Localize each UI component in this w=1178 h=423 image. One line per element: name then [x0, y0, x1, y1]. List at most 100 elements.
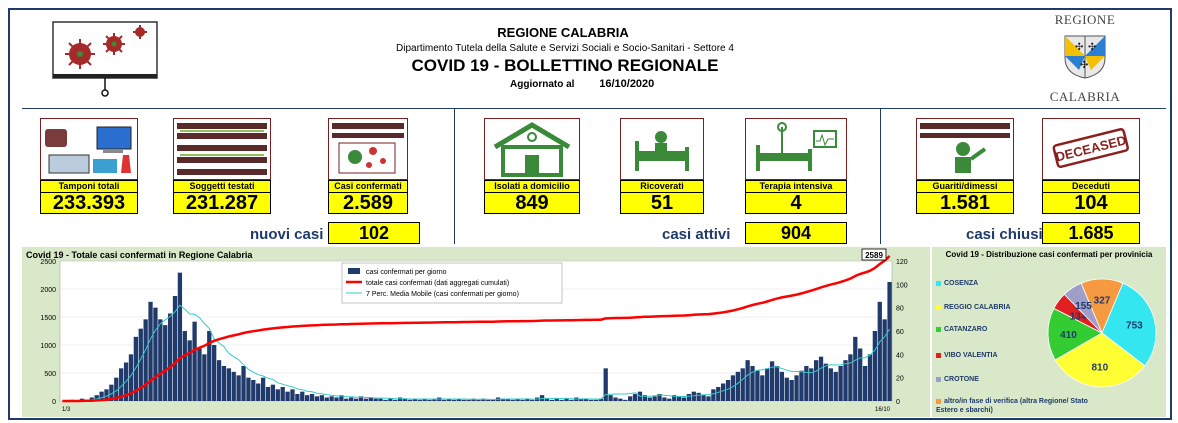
daily-bar [559, 399, 564, 401]
daily-bar [172, 296, 178, 401]
daily-bar [197, 348, 202, 401]
daily-bar [260, 377, 266, 401]
nuovi-casi-label: nuovi casi [250, 226, 324, 243]
pie-legend-item: REGGIO CALABRIA [936, 303, 1046, 312]
daily-bar [510, 399, 515, 401]
pie-slice [1047, 307, 1103, 361]
daily-bar [94, 395, 99, 401]
daily-bar [691, 391, 696, 401]
pie-legend-label: REGGIO CALABRIA [944, 304, 1011, 311]
daily-bar [525, 398, 530, 401]
tamponi-image [40, 118, 138, 180]
y2-tick-label: 100 [896, 282, 908, 289]
daily-bar [471, 398, 476, 401]
pie-legend-swatch [936, 280, 941, 286]
y-tick-label: 2500 [40, 259, 56, 266]
daily-bar [828, 368, 833, 401]
daily-bar [799, 370, 804, 401]
soggetti-value: 231.287 [173, 192, 271, 214]
daily-bar [109, 384, 114, 401]
daily-bar [853, 336, 858, 401]
logo-top-text: REGIONE [1054, 12, 1116, 27]
terapia-value: 4 [745, 192, 847, 214]
casi-attivi-label: casi attivi [662, 226, 731, 243]
daily-bar [564, 398, 569, 401]
daily-bar [383, 399, 388, 401]
updated-date: 16/10/2020 [599, 78, 655, 90]
daily-bar [368, 397, 373, 401]
daily-bar [515, 398, 520, 401]
daily-bar [138, 328, 143, 401]
pie-legend-swatch [936, 326, 941, 332]
province-pie-chart: Covid 19 - Distribuzione casi confermati… [932, 247, 1166, 417]
daily-bar [505, 398, 510, 401]
daily-bar [843, 360, 848, 401]
daily-bar [725, 380, 731, 401]
daily-bar [466, 399, 471, 401]
callout-value: 2589 [865, 251, 883, 260]
daily-bar [833, 371, 838, 401]
daily-bar [446, 398, 452, 401]
daily-bar [329, 396, 334, 401]
daily-bar [133, 336, 139, 401]
confermati-value: 2.589 [328, 192, 408, 214]
daily-bar [804, 366, 809, 401]
daily-bar [721, 383, 726, 401]
daily-bar [583, 398, 589, 401]
updated-label: Aggiornato al [510, 79, 575, 90]
daily-bar [349, 397, 354, 401]
daily-bar [314, 396, 320, 401]
pie-value-label: 753 [1126, 320, 1143, 331]
daily-bar [290, 389, 295, 401]
daily-bar [324, 397, 329, 401]
daily-bar [520, 399, 525, 401]
y2-tick-label: 80 [896, 306, 904, 313]
daily-bar [813, 360, 819, 401]
cumulative-line [62, 255, 891, 403]
daily-bar [163, 325, 168, 401]
daily-bar [402, 398, 408, 401]
y2-tick-label: 0 [896, 399, 900, 406]
daily-bar [451, 399, 457, 401]
casi-chiusi-label: casi chiusi [966, 226, 1043, 243]
isolati-value: 849 [484, 192, 580, 214]
daily-bar [887, 282, 892, 401]
daily-bar [344, 398, 349, 401]
daily-bar [554, 398, 559, 401]
daily-bar [295, 394, 300, 401]
daily-bar [588, 399, 594, 401]
daily-bar [549, 399, 555, 401]
department-name: Dipartimento Tutela della Salute e Servi… [396, 43, 734, 54]
daily-bar [212, 345, 217, 401]
daily-bar [442, 399, 447, 401]
daily-bar [618, 398, 623, 401]
pie-legend-item: CROTONE [936, 375, 1046, 384]
daily-bar [603, 368, 608, 401]
pie-legend-item: COSENZA [936, 279, 1046, 288]
daily-bar [236, 375, 241, 401]
nuovi-casi-value: 102 [328, 222, 420, 244]
pie-value-label: 810 [1091, 362, 1108, 373]
daily-bar [226, 368, 231, 401]
tamponi-value: 233.393 [40, 192, 138, 214]
daily-bar [632, 394, 638, 401]
daily-bar [481, 398, 486, 401]
daily-bar [642, 395, 647, 401]
pie-slice [1101, 282, 1157, 367]
daily-bar [740, 368, 745, 401]
daily-bar [378, 398, 383, 401]
daily-bar [412, 398, 417, 401]
section-divider-2 [880, 108, 881, 244]
pie-legend-item: altro/in fase di verifica (altra Regione… [936, 397, 1096, 415]
daily-bar [221, 366, 227, 401]
daily-bar [765, 368, 770, 401]
daily-bar [319, 395, 324, 401]
y2-tick-label: 60 [896, 329, 904, 336]
daily-bar [158, 319, 163, 401]
daily-bar [128, 354, 134, 401]
daily-bar [730, 375, 736, 401]
daily-bar [486, 399, 491, 401]
daily-bar [246, 377, 251, 401]
y-tick-label: 500 [44, 371, 56, 378]
